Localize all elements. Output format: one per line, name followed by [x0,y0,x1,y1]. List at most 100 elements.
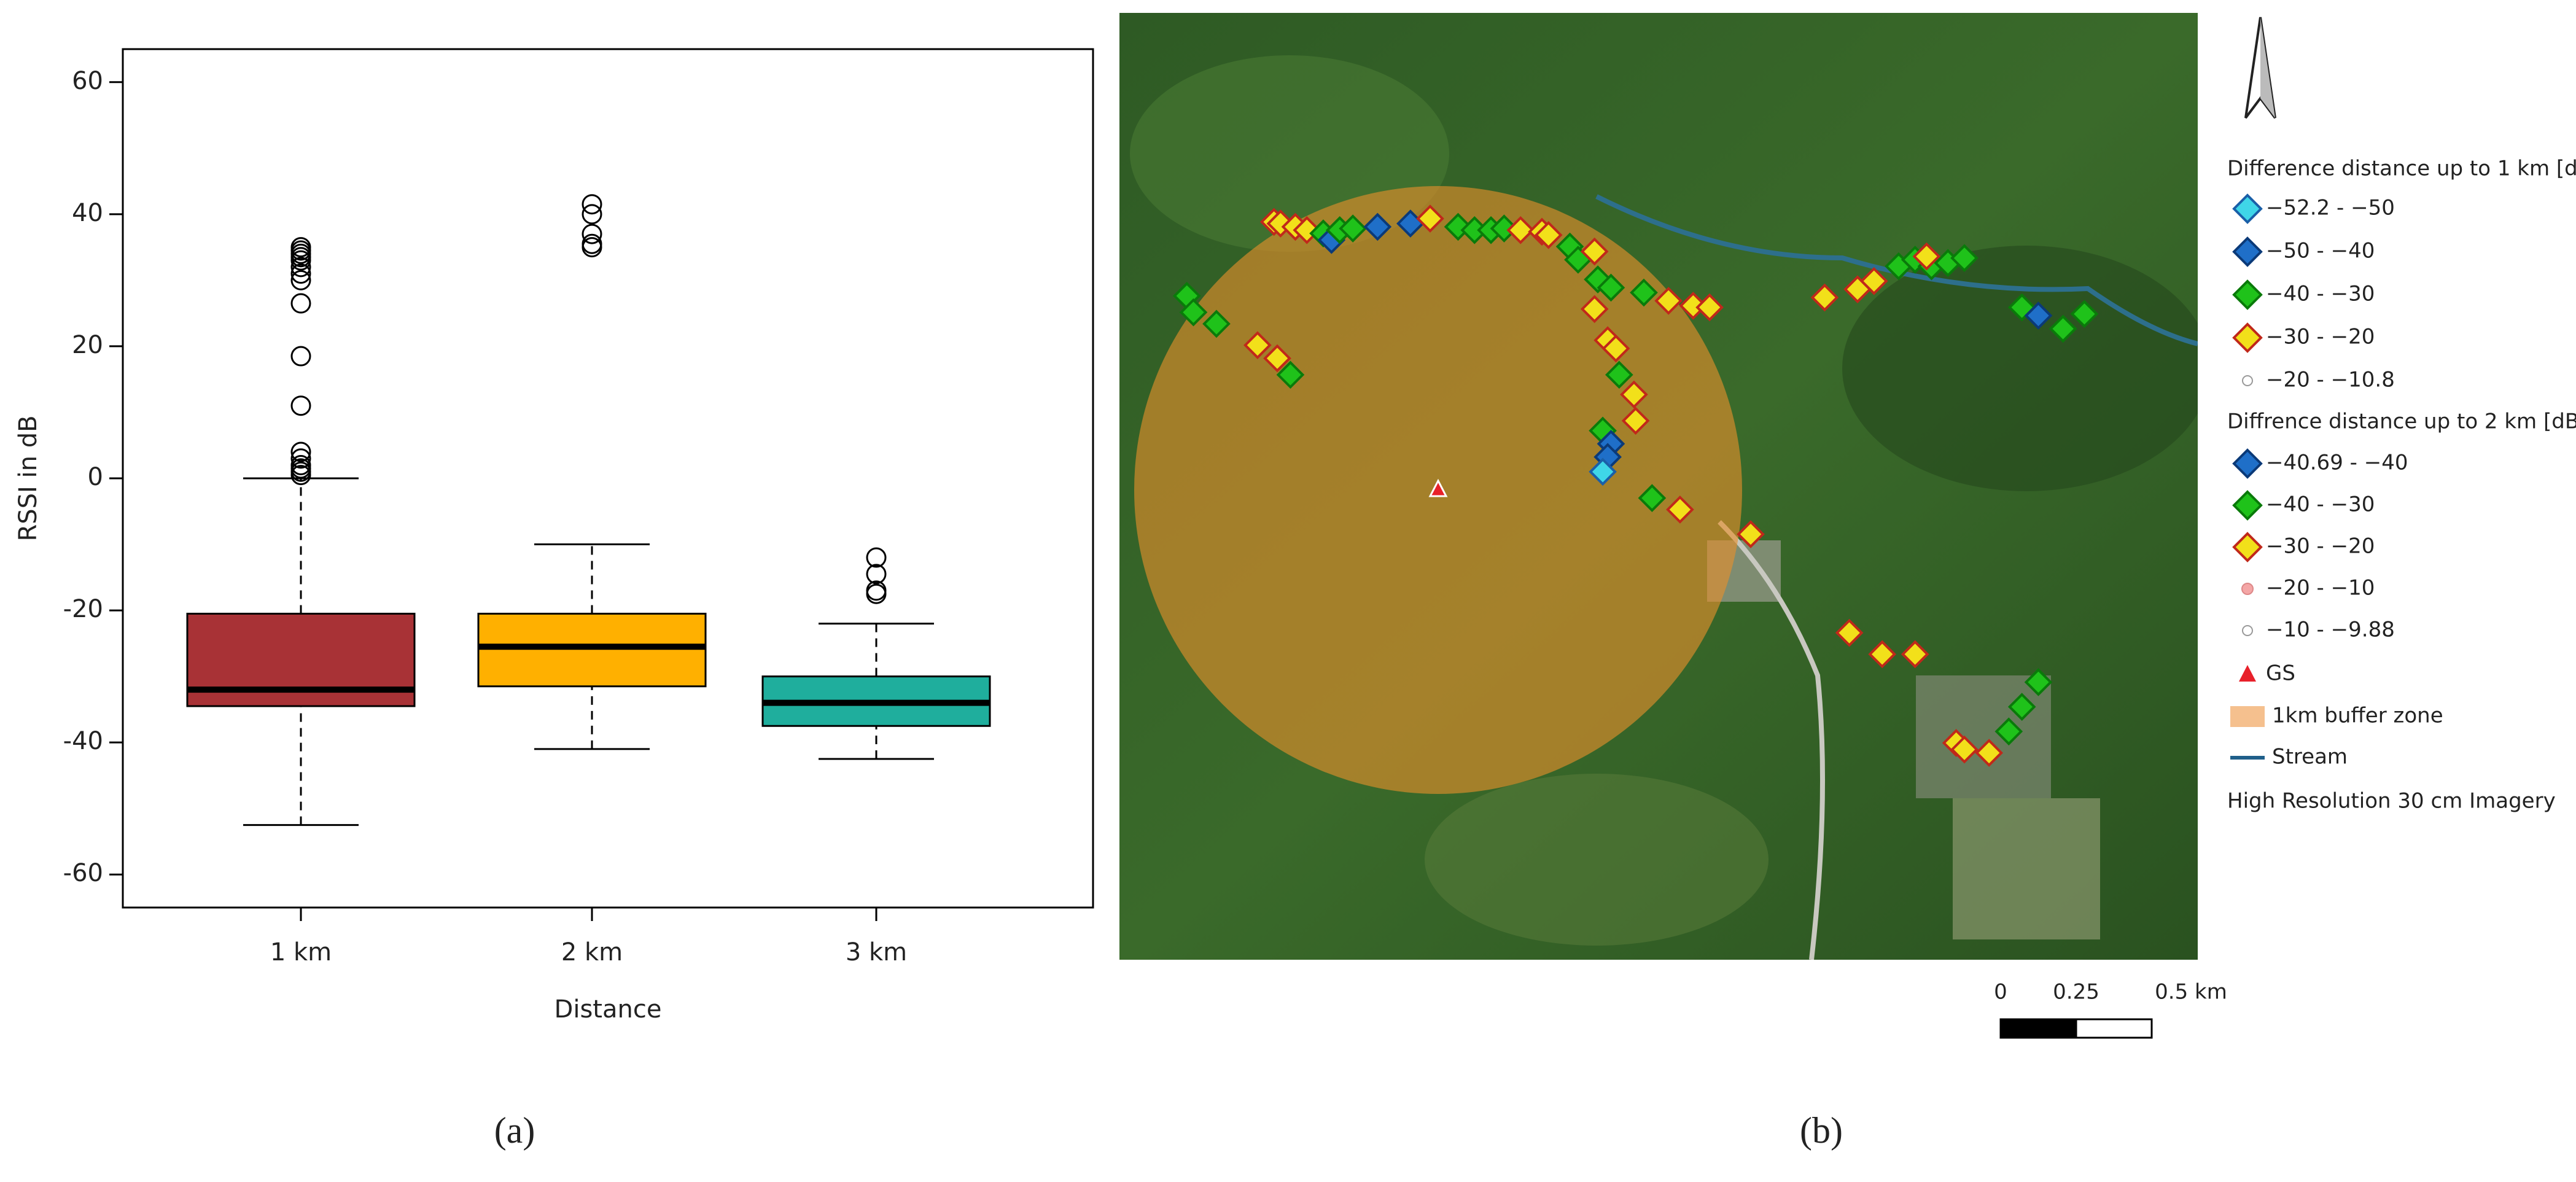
outlier [582,194,602,215]
map-marker [1868,640,1896,669]
map-marker [1179,298,1208,327]
legend-symbol [2232,322,2263,353]
panel-caption: (a) [494,1110,535,1151]
legend-symbol [2232,532,2263,562]
map-marker [1835,618,1864,647]
scale-bar-frame [1999,1018,2153,1039]
y-tick-label: 20 [72,331,103,359]
legend-label: −40 - −30 [2266,282,2375,306]
scale-label: 0 [1994,980,2007,1005]
outlier [866,564,887,585]
legend-label: −40 - −30 [2266,492,2375,517]
map-marker [1444,212,1473,241]
y-tick-label: 60 [72,67,103,95]
map-marker [1293,216,1321,244]
legend-symbol [2232,236,2263,267]
map-marker [1994,717,2023,746]
y-axis-label: RSSI in dB [14,415,42,541]
map-marker [1580,295,1609,324]
scale-label: 0.25 [2053,980,2099,1005]
legend-symbol [2230,706,2265,727]
map-marker [2024,668,2053,696]
scale-label: 0.5 km [2155,980,2227,1005]
map-marker [1638,484,1667,512]
y-tick-label: 40 [72,199,103,227]
x-tick-label: 2 km [561,938,623,966]
panel-caption: (b) [1800,1110,1843,1151]
map-marker [1276,360,1305,389]
map-marker [1416,204,1444,233]
legend-symbol [2242,375,2253,386]
north-arrow-shade [2260,17,2275,118]
legend-symbol [2232,193,2263,224]
outlier [290,395,311,416]
map-marker [1975,739,2003,767]
map-image [1119,13,2198,960]
legend-symbol [2239,665,2256,682]
x-tick-label: 1 km [270,938,332,966]
y-tick-label: 0 [88,463,103,491]
map-marker [1243,331,1272,359]
legend-symbol [2232,448,2263,479]
outlier [290,263,311,284]
outlier [866,580,887,601]
legend-label: −20 - −10.8 [2266,368,2395,392]
scale-bar [2075,1018,2153,1039]
legend-label: GS [2266,661,2295,686]
map-marker [1597,273,1625,302]
x-tick-label: 3 km [846,938,907,966]
boxplot-panel: RSSI in dB Distance [14,48,1094,1024]
outlier [866,547,887,568]
legend-label: −20 - −10 [2266,576,2375,601]
legend-label: −10 - −9.88 [2266,618,2395,642]
map-marker [2070,300,2099,329]
map-marker [1363,212,1392,241]
outlier [290,270,311,290]
map-marker [1859,266,1888,295]
outlier [582,224,602,244]
map-marker [1666,496,1694,524]
map-marker [1695,293,1724,322]
legend-symbol [2242,625,2253,636]
map-marker [2007,693,2036,721]
legend-label: High Resolution 30 cm Imagery [2227,789,2556,814]
legend-label: −52.2 - −50 [2266,196,2395,220]
x-axis-label: Distance [555,995,662,1024]
legend-label: Stream [2272,745,2348,769]
map-marker [1620,380,1648,409]
map-marker [2024,301,2053,330]
outlier [582,233,602,254]
legend-label: −50 - −40 [2266,239,2375,263]
map-marker [1950,244,1979,273]
y-tick-label: -20 [63,595,103,623]
box [477,612,707,688]
outlier [290,293,311,314]
outlier [290,448,311,469]
map-marker [1810,283,1839,312]
map-marker [1630,278,1658,307]
map-marker [1605,360,1633,389]
legend-label: −40.69 - −40 [2266,451,2408,475]
map-marker [1534,220,1563,249]
scale-bar [2001,1019,2076,1038]
legend-title: Difference distance up to 1 km [dB] [2227,157,2576,181]
map-marker [1580,237,1609,266]
legend-label: −30 - −20 [2266,534,2375,559]
legend-label: −30 - −20 [2266,325,2375,349]
legend-symbol [2241,583,2254,595]
outlier [290,257,311,278]
map-panel: Difference distance up to 1 km [dB] −52.2… [1119,13,2576,1039]
legend-symbol [2232,279,2263,310]
gs-marker [1428,478,1448,497]
y-tick-label: -60 [63,859,103,887]
outlier [290,454,311,475]
outlier [290,237,311,258]
outlier [290,441,311,462]
outlier [582,204,602,225]
outlier [290,346,311,367]
map-marker [1901,640,1929,669]
map-marker [1589,457,1617,486]
map-marker [1737,520,1765,548]
legend-label: 1km buffer zone [2272,704,2443,728]
